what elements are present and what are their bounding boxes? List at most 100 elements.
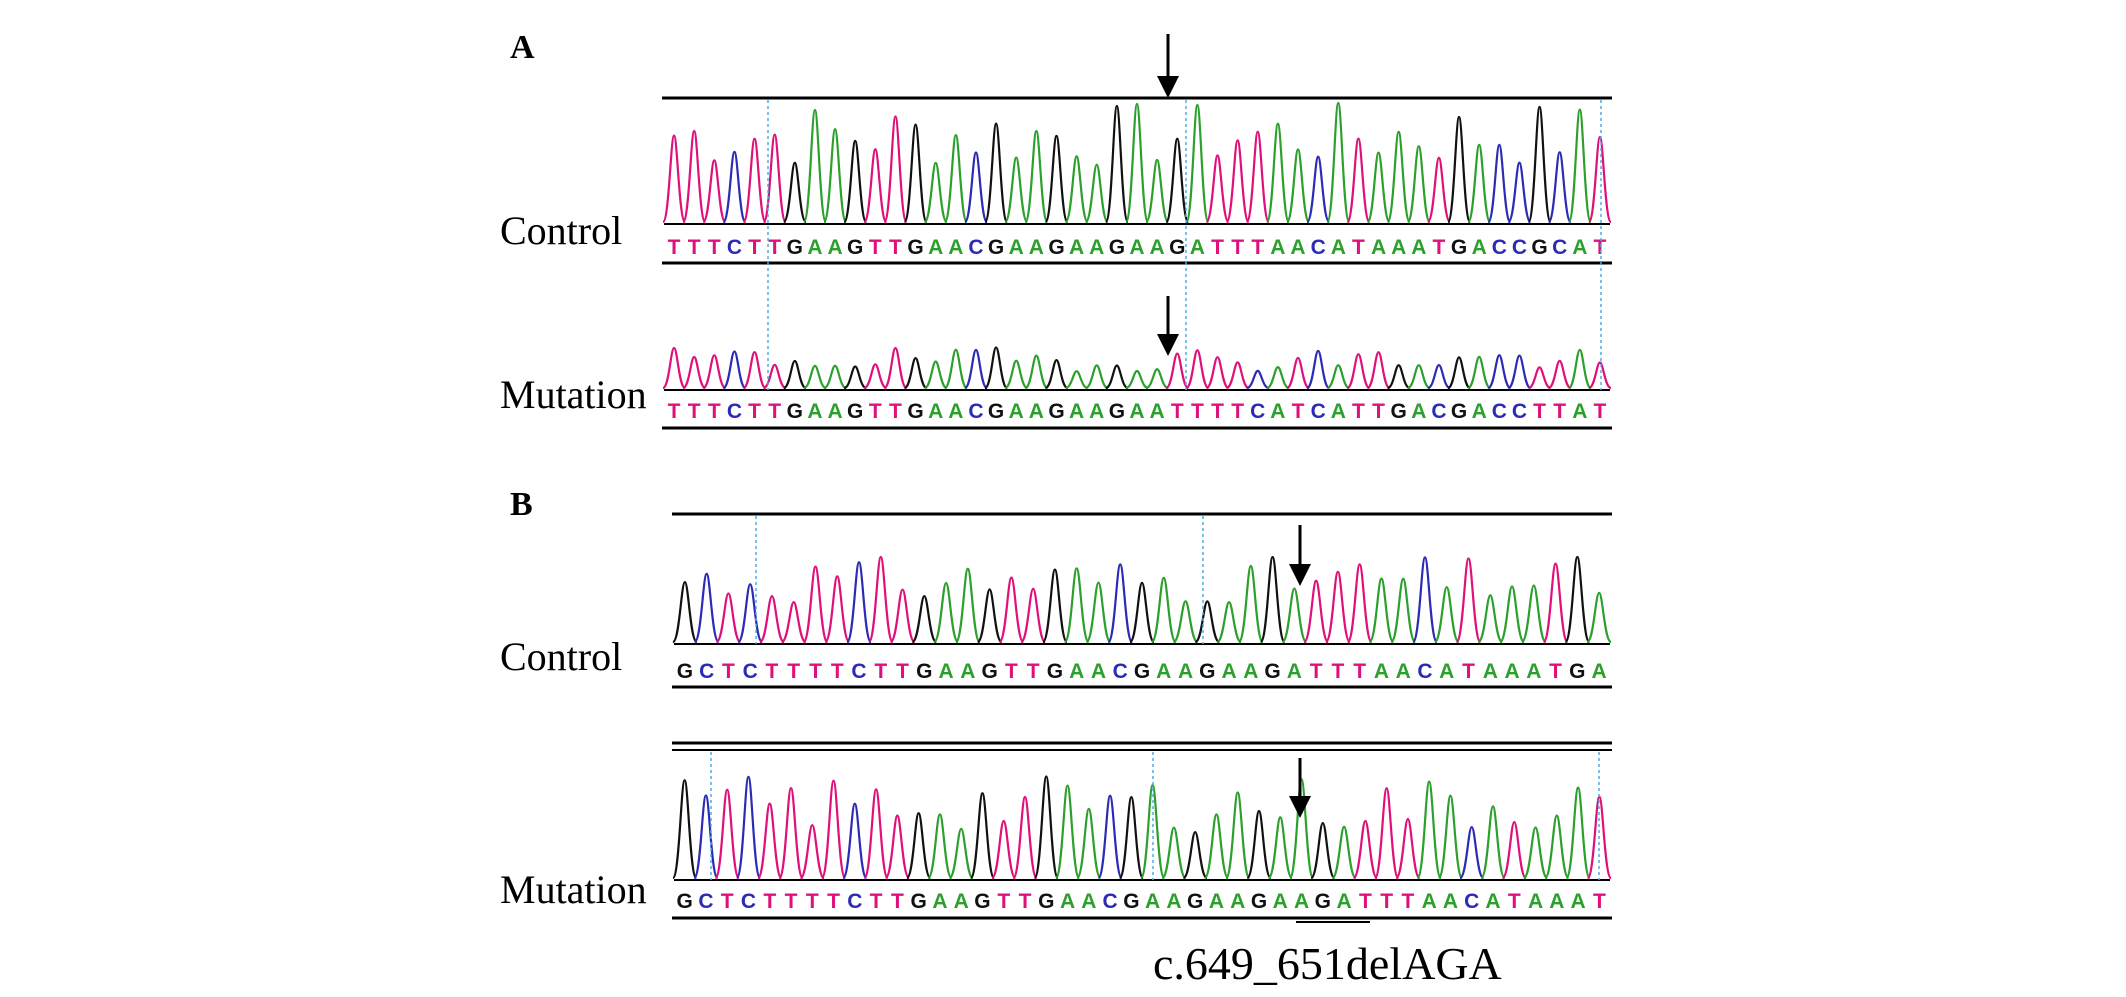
trace-peak-A [954,567,981,644]
trace-peak-A [1144,158,1170,224]
base-call-C: C [851,660,866,683]
trace-peak-C [737,583,764,644]
trace-peak-G [843,139,868,224]
trace-peak-A [1203,813,1230,880]
base-call-T: T [891,890,904,913]
base-call-T: T [1231,236,1244,259]
base-call-T: T [1251,236,1264,259]
base-call-G: G [1315,890,1331,913]
trace-peak-G [1246,809,1272,880]
base-call-T: T [748,236,761,259]
base-call-G: G [1169,236,1185,259]
base-call-T: T [1331,660,1344,683]
base-call-A: A [1572,236,1587,259]
base-call-T: T [1594,400,1607,423]
base-call-T: T [721,890,734,913]
panel-b-mutation-arrow [1289,758,1311,818]
trace-peak-G [1165,137,1190,224]
base-call-T: T [870,890,883,913]
base-call-T: T [997,890,1010,913]
trace-peak-A [1145,368,1169,390]
base-call-T: T [809,660,822,683]
base-call-A: A [1337,890,1352,913]
trace-peak-T [1226,361,1250,390]
trace-peak-A [943,133,969,224]
base-call-A: A [1129,236,1144,259]
trace-peak-G [783,359,807,390]
panel-b-control-label: Control [500,634,622,679]
trace-peak-C [1305,155,1331,224]
trace-peak-T [1205,356,1230,390]
base-call-T: T [1231,400,1244,423]
trace-peak-A [1185,103,1210,224]
trace-peak-C [1458,825,1485,880]
trace-peak-C [1097,794,1123,880]
base-call-A: A [1060,890,1075,913]
trace-peak-T [998,576,1025,644]
base-call-A: A [1029,400,1044,423]
trace-peak-T [824,575,851,644]
base-call-C: C [968,236,983,259]
base-call-G: G [1390,400,1406,423]
base-call-T: T [1372,400,1385,423]
trace-peak-T [884,814,911,880]
base-call-C: C [727,400,742,423]
base-call-T: T [1593,890,1606,913]
trace-peak-A [1467,355,1491,390]
trace-peak-T [702,159,727,224]
trace-peak-G [905,812,932,880]
base-call-A: A [1069,236,1084,259]
base-call-A: A [1156,660,1171,683]
trace-peak-T [889,588,916,644]
base-call-C: C [1512,400,1527,423]
trace-peak-T [1455,557,1482,644]
base-call-C: C [1492,236,1507,259]
trace-peak-C [735,775,762,880]
trace-peak-T [742,137,767,224]
base-call-G: G [916,660,932,683]
trace-peak-G [1182,830,1208,880]
trace-peak-G [976,588,1003,644]
base-call-A: A [1178,660,1193,683]
trace-peak-A [1477,594,1504,644]
base-call-T: T [763,890,776,913]
base-call-A: A [1472,236,1487,259]
trace-peak-T [1020,587,1047,644]
base-call-A: A [1089,400,1104,423]
trace-peak-C [842,802,868,880]
base-call-T: T [768,400,781,423]
base-call-A: A [1411,236,1426,259]
base-call-A: A [1209,890,1224,913]
base-call-T: T [869,236,882,259]
base-call-G: G [988,236,1004,259]
base-call-G: G [1109,236,1125,259]
base-call-T: T [1508,890,1521,913]
trace-peak-C [963,348,989,390]
trace-peak-A [927,813,953,880]
trace-peak-T [714,788,740,880]
base-call-A: A [1526,660,1541,683]
trace-peak-A [1063,567,1090,644]
trace-peak-A [1085,364,1109,390]
base-call-T: T [1549,660,1562,683]
base-call-T: T [1401,890,1414,913]
trace-peak-T [1205,154,1230,224]
base-call-T: T [1594,236,1607,259]
base-call-T: T [1191,400,1204,423]
base-call-A: A [1009,400,1024,423]
trace-peak-T [883,115,908,224]
base-call-G: G [981,660,997,683]
trace-peak-A [1544,814,1570,880]
trace-peak-T [1528,366,1552,390]
trace-peak-T [1165,352,1189,390]
trace-peak-C [1411,556,1439,644]
trace-peak-G [903,357,928,390]
trace-peak-G [1527,105,1552,224]
base-call-T: T [1310,660,1323,683]
trace-peak-T [1542,562,1569,644]
trace-peak-C [722,150,747,224]
trace-peak-T [702,354,726,390]
trace-peak-A [1390,577,1417,644]
